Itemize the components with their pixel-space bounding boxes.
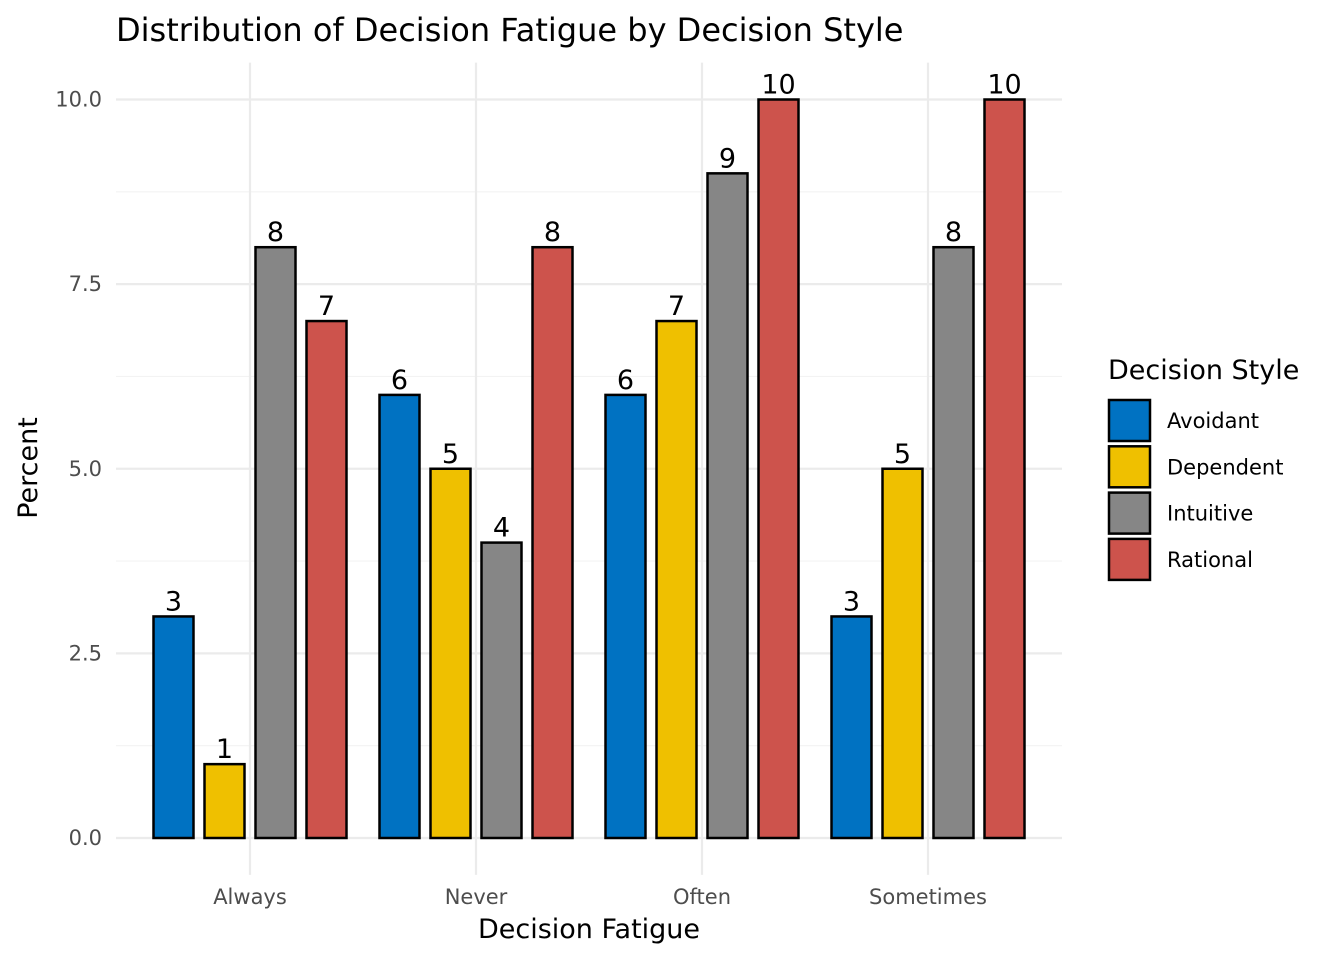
legend: Decision Style Avoidant Dependent Intuitiv…	[1107, 355, 1299, 582]
legend-swatch	[1107, 445, 1152, 489]
x-tick-label: Never	[445, 885, 508, 909]
bar-value-label: 1	[216, 734, 233, 765]
legend-items: Avoidant Dependent Intuitive Rational	[1107, 398, 1283, 582]
bar	[378, 393, 421, 840]
legend-swatch	[1107, 398, 1152, 443]
y-tick-label: 2.5	[69, 641, 102, 665]
bar	[604, 393, 647, 840]
y-axis-title: Percent	[13, 417, 44, 519]
bar	[932, 245, 975, 840]
x-tick-label: Sometimes	[869, 885, 987, 909]
bar-value-label: 7	[318, 291, 335, 322]
legend-title: Decision Style	[1108, 355, 1299, 386]
bar-value-label: 5	[894, 439, 911, 470]
y-tick-label: 10.0	[55, 88, 102, 112]
y-tick-label: 7.5	[69, 272, 102, 296]
legend-label: Dependent	[1167, 455, 1283, 479]
legend-swatch	[1107, 537, 1152, 582]
bar-value-label: 6	[617, 365, 634, 396]
legend-swatch	[1107, 491, 1152, 535]
bar	[480, 541, 523, 840]
bar-value-label: 4	[493, 513, 510, 544]
bar	[254, 245, 297, 840]
bar	[429, 467, 472, 840]
bar	[881, 467, 924, 840]
bar	[305, 319, 348, 840]
bar-value-label: 6	[391, 365, 408, 396]
bar	[531, 245, 574, 840]
x-tick-label: Often	[673, 885, 731, 909]
x-axis-ticks: Always Never Often Sometimes	[213, 885, 987, 909]
bar-value-label: 10	[761, 70, 795, 101]
bar-value-label: 10	[987, 70, 1021, 101]
legend-label: Intuitive	[1167, 502, 1253, 526]
bar	[152, 615, 195, 840]
chart-title: Distribution of Decision Fatigue by Deci…	[116, 11, 903, 49]
bar-value-label: 8	[267, 217, 284, 248]
bar	[983, 98, 1026, 840]
bar	[757, 98, 800, 840]
bar	[655, 319, 698, 840]
bar-value-label: 8	[544, 217, 561, 248]
y-tick-label: 5.0	[69, 457, 102, 481]
legend-label: Avoidant	[1167, 409, 1259, 433]
bars	[152, 98, 1026, 840]
bar-value-label: 9	[719, 143, 736, 174]
bar-value-label: 3	[165, 586, 182, 617]
bar	[203, 762, 246, 840]
legend-label: Rational	[1167, 548, 1253, 572]
bar-value-label: 3	[843, 586, 860, 617]
y-axis-ticks: 0.0 2.5 5.0 7.5 10.0	[55, 88, 102, 851]
bar	[830, 615, 873, 840]
bar-value-label: 8	[945, 217, 962, 248]
bar-value-label: 5	[442, 439, 459, 470]
x-axis-title: Decision Fatigue	[478, 914, 700, 945]
y-tick-label: 0.0	[69, 826, 102, 850]
bar	[706, 172, 749, 840]
x-tick-label: Always	[213, 885, 287, 909]
bar-labels: 3 1 8 7 6 5 4 8 6 7 9 10 3 5 8 10	[165, 70, 1022, 766]
bar-value-label: 7	[668, 291, 685, 322]
